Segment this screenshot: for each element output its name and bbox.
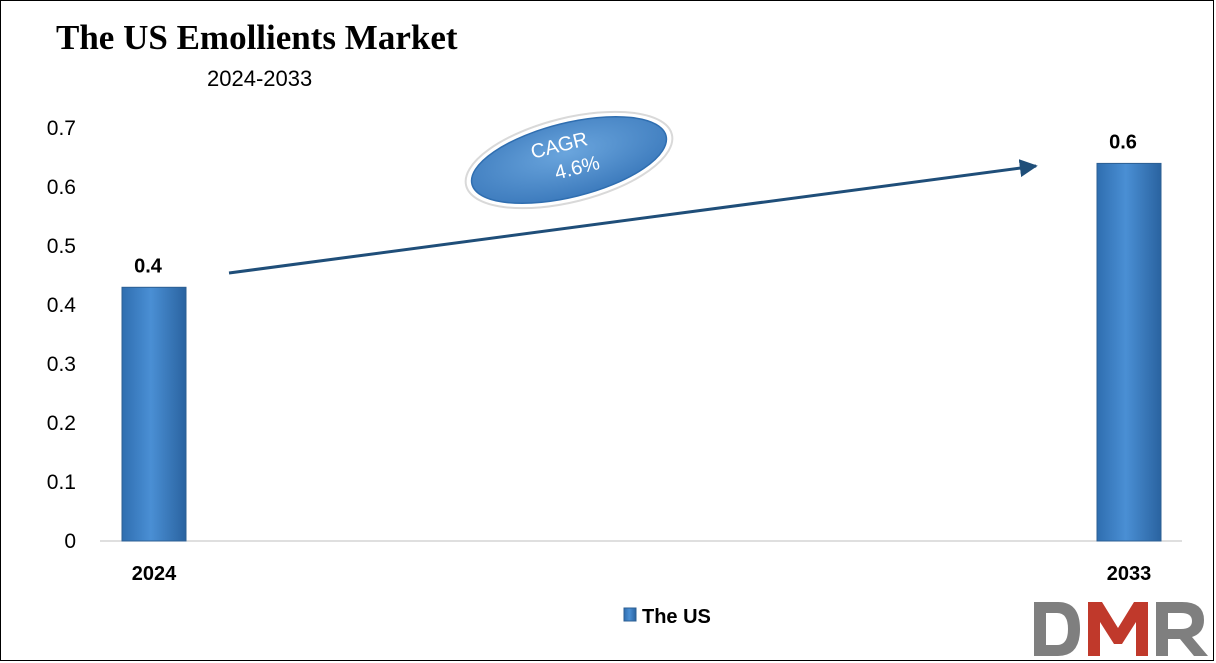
bars-group [121, 162, 1162, 542]
y-tick-label: 0.3 [47, 353, 76, 376]
y-axis-ticks: 0 0.1 0.2 0.3 0.4 0.5 0.6 0.7 [47, 117, 77, 553]
data-labels: 0.4 0.6 [134, 131, 1137, 277]
x-axis-ticks: 2024 2033 [132, 563, 1152, 585]
y-tick-label: 0.6 [47, 176, 76, 199]
y-tick-label: 0.1 [47, 471, 76, 494]
y-tick-label: 0.7 [47, 117, 76, 140]
bar-2024 [121, 286, 187, 542]
x-tick-label-2024: 2024 [132, 563, 177, 585]
y-tick-label: 0.2 [47, 412, 76, 435]
data-label-2024: 0.4 [134, 255, 163, 277]
y-tick-label: 0.4 [47, 294, 77, 317]
bar-2033 [1096, 162, 1162, 542]
cagr-badge: CAGR 4.6% [464, 110, 674, 210]
dmr-logo-icon [1034, 602, 1208, 656]
chart-subtitle: 2024-2033 [207, 66, 313, 91]
chart-title: The US Emollients Market [56, 18, 458, 57]
legend-label-the-us: The US [642, 606, 711, 628]
data-label-2033: 0.6 [1109, 131, 1137, 153]
x-tick-label-2033: 2033 [1107, 563, 1152, 585]
cagr-trend-arrow [228, 159, 1038, 275]
legend-swatch-the-us [623, 607, 637, 622]
y-tick-label: 0.5 [47, 235, 76, 258]
y-tick-label: 0 [64, 530, 76, 553]
legend: The US [623, 606, 711, 628]
